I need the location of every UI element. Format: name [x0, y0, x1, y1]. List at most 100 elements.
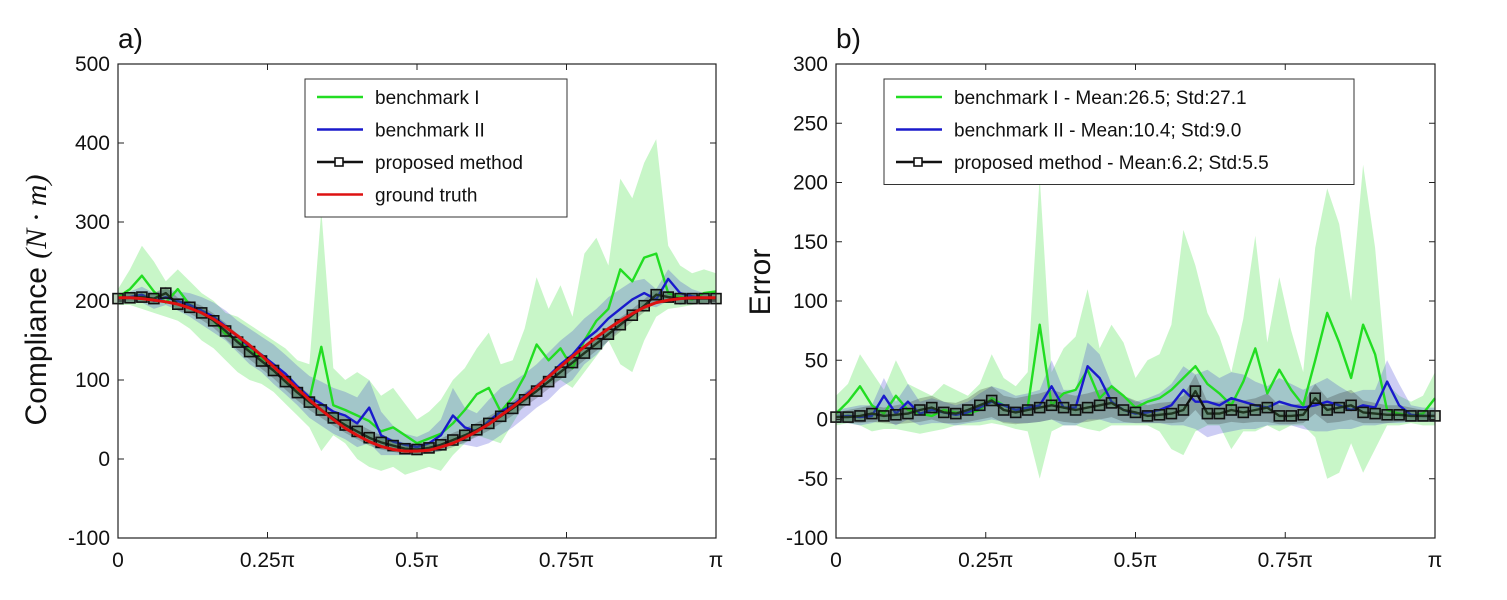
panel-b-ytick-label-4: 100 [793, 290, 828, 313]
panel-b-marker-3-19 [1057, 401, 1070, 414]
panel-b-marker-3-36 [1261, 401, 1274, 414]
panel-b-ytick-label-1: -50 [798, 468, 828, 491]
panel-b-marker-3-34 [1237, 406, 1250, 419]
panel-b-marker-3-27 [1153, 408, 1166, 421]
panel-b-marker-3-15 [1009, 406, 1022, 419]
panel-b-legend-entry-1: benchmark I - Mean:26.5; Std:27.1 [954, 88, 1247, 109]
panel-a-series-line-4 [118, 296, 716, 453]
panel-b-marker-3-1 [842, 411, 854, 423]
panel-b-marker-3-2 [854, 410, 866, 422]
panel-b-ytick-label-5: 150 [793, 231, 828, 254]
panel-b-marker-3-38 [1285, 410, 1297, 422]
panel-b-marker-3-18 [1045, 399, 1058, 412]
panel-b-marker-3-26 [1141, 410, 1154, 422]
panel-b-marker-3-8 [925, 401, 938, 414]
panel-b-ytick-label-7: 250 [793, 112, 828, 135]
panel-a-legend-entry-4: ground truth [375, 186, 477, 207]
panel-b-marker-3-35 [1249, 404, 1262, 416]
panel-a-legend-entry-2: benchmark II [375, 121, 485, 142]
panel-b-legend-entry-2: benchmark II - Mean:10.4; Std:9.0 [954, 121, 1241, 142]
panel-a-ytick-label-3: 200 [75, 290, 110, 313]
panel-b-band-1 [836, 164, 1435, 479]
panel-a-ytick-label-5: 400 [75, 132, 110, 155]
panel-b-marker-3-3 [866, 407, 878, 420]
panel-b-marker-3-30 [1189, 385, 1202, 397]
panel-b-xtick-label-3: 0.75π [1258, 549, 1313, 572]
panel-b-marker-3-20 [1069, 404, 1082, 416]
panel-a-xtick-label-3: 0.75π [539, 549, 594, 572]
panel-b-marker-3-13 [985, 394, 998, 407]
panel-a-ytick-label-6: 500 [75, 53, 110, 76]
panel-b-marker-3-14 [997, 404, 1010, 416]
panel-a-xtick-label-4: π [709, 549, 724, 572]
panel-b-legend-entry-3: proposed method - Mean:6.2; Std:5.5 [954, 153, 1269, 174]
panel-b-band-3 [836, 374, 1435, 425]
panel-b-series-line-3 [836, 389, 1435, 419]
panel-b-ytick-label-0: -100 [786, 527, 828, 550]
panel-b-ytick-label-6: 200 [793, 172, 828, 195]
panel-b-marker-3-24 [1117, 404, 1130, 416]
panel-b-legend-marker-3 [913, 157, 923, 167]
panel-a-ytick-label-0: -100 [68, 527, 110, 550]
panel-a-marker-3-24 [399, 442, 411, 455]
panel-b-label: b) [836, 23, 861, 54]
panel-a-marker-3-45 [650, 288, 663, 301]
panel-b-marker-3-17 [1033, 401, 1046, 414]
panel-a-legend-entry-1: benchmark I [375, 88, 480, 109]
panel-b-xtick-label-4: π [1428, 549, 1443, 572]
panel-b-marker-3-44 [1357, 406, 1369, 419]
panel-a-label: a) [118, 23, 143, 54]
panel-b-marker-3-31 [1201, 407, 1214, 420]
panel-a-legend-marker-3 [334, 157, 344, 167]
panel-b-marker-3-6 [902, 407, 914, 420]
panel-b-marker-3-4 [878, 410, 890, 422]
panel-b-marker-3-47 [1393, 408, 1405, 421]
panel-a-series-line-3 [117, 291, 716, 451]
panel-b-marker-3-33 [1225, 404, 1238, 416]
panel-b-marker-3-28 [1165, 407, 1178, 420]
panel-a-compliance: a) Compliance (N · m) -10001002003004005… [20, 23, 723, 572]
panel-a-xtick-label-1: 0.25π [240, 549, 295, 572]
panel-a-ylabel: Compliance (N · m) [20, 175, 53, 426]
panel-b-marker-3-43 [1345, 399, 1357, 412]
panel-b-error: b) Error -100 -50 0 50 100 150 200 250 300 0 0.25π… [744, 23, 1442, 572]
panel-a-ytick-label-4: 300 [75, 211, 110, 234]
panel-b-marker-3-45 [1369, 407, 1381, 420]
panel-b-ytick-label-8: 300 [793, 53, 828, 76]
panel-b-marker-3-7 [914, 404, 926, 416]
panel-b-band-2 [836, 342, 1435, 438]
panel-a-xtick-label-0: 0 [112, 549, 124, 572]
panel-a-xtick-label-2: 0.5π [395, 549, 439, 572]
panel-b-marker-3-46 [1381, 408, 1393, 421]
panel-b-marker-3-40 [1309, 392, 1321, 405]
panel-a-band-1 [118, 139, 716, 475]
panel-b-marker-3-23 [1105, 397, 1118, 409]
panel-b-marker-3-21 [1081, 401, 1094, 414]
panel-b-legend-box [883, 78, 1355, 185]
panel-b-marker-3-41 [1321, 404, 1333, 416]
panel-b-marker-3-48 [1405, 410, 1417, 422]
panel-a-ylabel-text: Compliance [20, 267, 53, 425]
panel-b-ytick-label-2: 0 [816, 409, 828, 432]
panel-b-marker-3-5 [890, 408, 902, 421]
panel-b-xtick-label-0: 0 [830, 549, 842, 572]
panel-b-marker-3-49 [1417, 410, 1429, 422]
panel-b-marker-3-16 [1021, 404, 1034, 416]
panel-b-marker-3-32 [1213, 407, 1226, 420]
panel-a-legend-entry-3: proposed method [375, 153, 523, 174]
panel-a-marker-3-46 [662, 291, 675, 303]
panel-b-xtick-label-1: 0.25π [958, 549, 1013, 572]
panel-b-marker-3-37 [1273, 410, 1286, 422]
panel-a-ytick-label-1: 0 [98, 448, 110, 471]
panel-b-marker-3-42 [1333, 401, 1345, 414]
panel-b-marker-3-12 [973, 399, 986, 412]
panel-b-ytick-label-3: 50 [805, 349, 828, 372]
panel-a-ylabel-units: (N · m) [20, 175, 53, 259]
panel-b-marker-3-22 [1093, 399, 1106, 412]
panel-b-marker-3-10 [949, 407, 962, 420]
panel-a-ytick-label-2: 100 [75, 369, 110, 392]
panel-b-marker-3-9 [937, 406, 950, 419]
panel-b-marker-3-25 [1129, 406, 1142, 419]
panel-a-marker-3-4 [160, 287, 172, 299]
